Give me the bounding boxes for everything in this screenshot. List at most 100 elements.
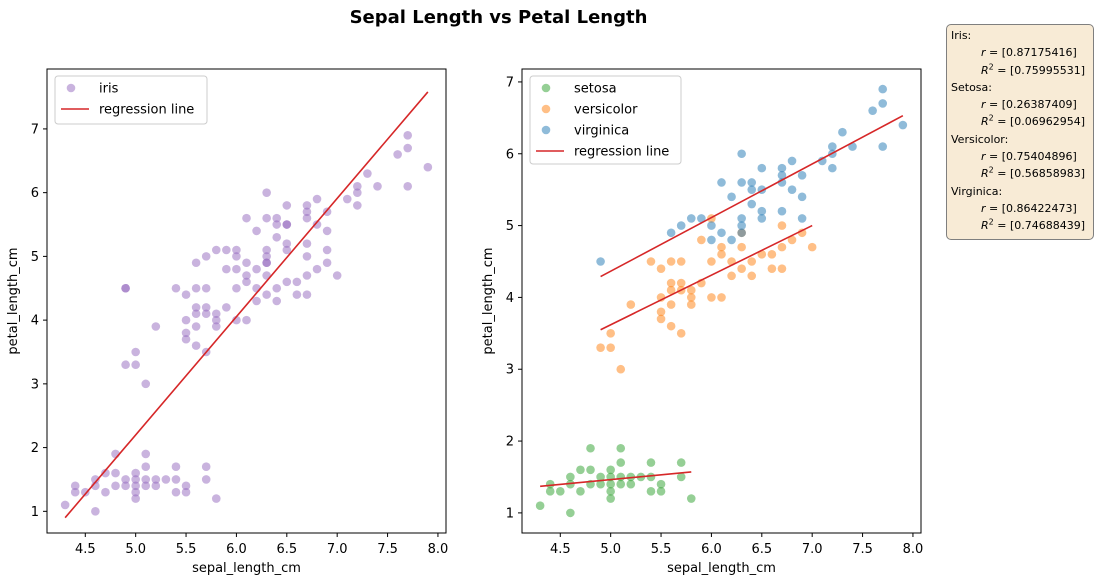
x-axis-label: sepal_length_cm <box>192 561 301 576</box>
data-point <box>191 258 201 268</box>
data-point <box>676 221 686 230</box>
data-point <box>656 307 666 317</box>
x-tick-label: 8.0 <box>903 542 924 557</box>
data-point <box>676 329 686 338</box>
equals: = <box>993 219 1010 233</box>
r2-value: [0.75995531] <box>1009 63 1086 77</box>
data-point <box>282 239 292 248</box>
equals: = <box>993 115 1010 129</box>
data-point <box>727 235 736 245</box>
r2-exponent: 2 <box>988 113 994 123</box>
equals: = <box>985 46 1002 60</box>
data-point <box>302 201 312 210</box>
data-point <box>596 472 605 482</box>
y-tick-label: 6 <box>506 147 514 162</box>
legend-label: regression line <box>574 145 669 160</box>
y-tick-label: 4 <box>506 291 514 306</box>
data-point <box>111 481 120 491</box>
data-point <box>676 458 686 467</box>
data-point <box>626 300 636 309</box>
data-point <box>777 264 787 273</box>
data-point <box>91 475 100 484</box>
data-point <box>332 271 342 280</box>
data-point <box>252 226 261 236</box>
legend-label: versicolor <box>574 103 638 118</box>
data-point <box>191 303 201 312</box>
legend-label: iris <box>99 82 119 97</box>
legend-marker <box>541 83 551 93</box>
data-point <box>282 245 292 255</box>
data-point <box>302 207 312 217</box>
data-point <box>606 494 615 503</box>
x-tick-label: 7.5 <box>377 542 398 557</box>
data-point <box>131 360 140 370</box>
data-point <box>878 84 888 94</box>
data-point <box>141 481 151 491</box>
data-point <box>393 150 402 159</box>
x-tick-label: 6.0 <box>701 542 722 557</box>
y-tick-label: 3 <box>506 363 514 378</box>
data-point <box>616 472 626 482</box>
stats-r2-row: R2 = [0.75995531] <box>951 62 1089 79</box>
data-point <box>161 475 171 484</box>
data-point <box>272 220 282 229</box>
data-point <box>606 329 615 338</box>
data-point <box>878 99 888 108</box>
data-point <box>191 309 201 319</box>
stats-group-name: Setosa: <box>951 80 992 94</box>
r2-symbol: R <box>981 115 989 129</box>
equals: = <box>993 63 1010 77</box>
y-axis-label: petal_length_cm <box>6 247 21 354</box>
data-point <box>757 206 767 216</box>
data-point <box>737 264 746 273</box>
x-tick-label: 6.5 <box>751 542 772 557</box>
legend-frame <box>529 75 682 165</box>
data-point <box>656 479 666 489</box>
data-point <box>797 171 807 180</box>
data-point <box>171 283 181 293</box>
data-point <box>777 171 787 180</box>
x-tick-label: 5.5 <box>651 542 672 557</box>
data-point <box>697 235 706 245</box>
data-point <box>676 257 686 266</box>
data-point <box>181 334 191 344</box>
data-point <box>322 258 332 268</box>
data-point <box>131 468 140 478</box>
data-point <box>787 156 797 166</box>
data-point <box>646 458 656 467</box>
legend-marker <box>66 83 76 93</box>
data-point <box>262 188 271 197</box>
data-point <box>747 271 757 281</box>
data-point <box>101 487 110 497</box>
data-point <box>838 127 847 137</box>
data-point <box>151 322 161 331</box>
regression-line <box>600 224 813 331</box>
x-tick-label: 5.0 <box>125 542 146 557</box>
data-point <box>807 242 817 252</box>
x-tick-label: 5.5 <box>176 542 197 557</box>
data-point <box>666 228 676 238</box>
data-point <box>242 258 251 268</box>
data-point <box>737 214 746 223</box>
data-point <box>606 479 615 489</box>
y-tick-label: 5 <box>506 219 514 234</box>
data-point <box>211 315 221 325</box>
data-point <box>596 343 605 352</box>
data-point <box>353 201 362 210</box>
data-point <box>545 487 555 496</box>
r-value: [0.86422473] <box>1001 201 1077 215</box>
plot-frame <box>521 68 922 534</box>
r-symbol: r <box>981 150 986 164</box>
data-point <box>676 278 686 288</box>
data-point <box>201 252 211 261</box>
data-point <box>576 487 585 496</box>
data-point <box>737 149 746 159</box>
data-point <box>717 250 726 259</box>
data-point <box>777 221 787 230</box>
r2-value: [0.56858983] <box>1009 167 1086 181</box>
data-point <box>596 479 605 489</box>
data-point <box>242 315 251 325</box>
data-point <box>181 481 191 491</box>
data-point <box>211 309 221 319</box>
stats-r-row: r = [0.87175416] <box>951 44 1089 61</box>
